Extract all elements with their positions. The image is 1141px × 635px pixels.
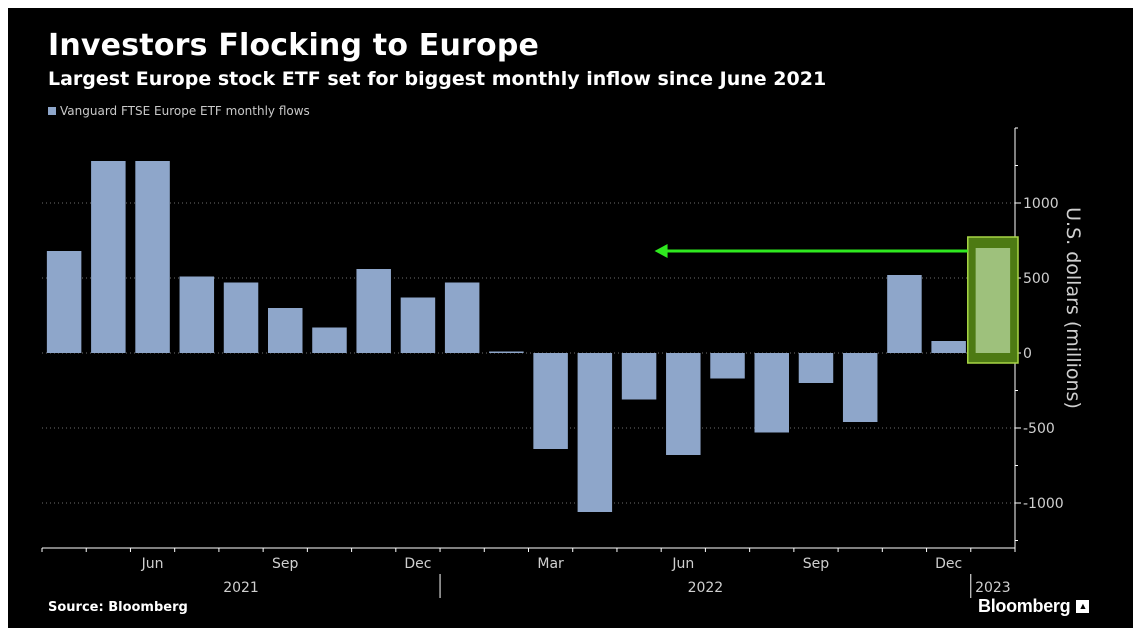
legend-label: Vanguard FTSE Europe ETF monthly flows (60, 104, 310, 118)
bar (621, 353, 657, 400)
x-tick-label: Sep (803, 556, 830, 572)
arrow-head (654, 244, 668, 258)
year-label: 2023 (975, 580, 1011, 596)
bar (46, 251, 82, 353)
legend-swatch (48, 107, 56, 115)
chart-legend: Vanguard FTSE Europe ETF monthly flows (48, 104, 310, 118)
x-tick-label: Jun (671, 556, 694, 572)
bar (754, 353, 789, 433)
year-label: 2022 (688, 580, 724, 596)
bar (931, 341, 966, 353)
bar-chart: 1000 500 0 -500 -1000 Jun Sep Dec Mar Jun Sep Dec 20… (41, 127, 1064, 598)
bar (975, 248, 1011, 353)
bar (135, 161, 170, 353)
bar (444, 282, 480, 353)
bar (223, 282, 259, 353)
y-axis-label: U.S. dollars (millions) (1062, 207, 1084, 409)
x-tick-label: Sep (272, 556, 299, 572)
bloomberg-terminal-icon: ▲ (1076, 600, 1090, 613)
y-tick-label: 500 (1023, 271, 1050, 287)
bar (666, 353, 701, 455)
bar (798, 353, 834, 383)
bar (887, 275, 922, 353)
bar (842, 353, 878, 422)
x-tick-label: Dec (404, 556, 431, 572)
x-tick-label: Mar (537, 556, 564, 572)
bar (356, 269, 391, 353)
x-tick-label: Dec (935, 556, 962, 572)
y-tick-label: 1000 (1023, 196, 1059, 212)
bar (489, 351, 524, 353)
source-note: Source: Bloomberg (48, 600, 188, 615)
bar (268, 308, 303, 353)
bar (312, 327, 347, 353)
bar (710, 353, 745, 379)
year-label: 2021 (223, 580, 259, 596)
y-tick-label: -500 (1023, 421, 1055, 437)
bar (533, 353, 568, 449)
chart-subtitle: Largest Europe stock ETF set for biggest… (48, 68, 827, 90)
y-axis-label-wrap: U.S. dollars (millions) (1043, 118, 1103, 498)
bar (400, 297, 436, 353)
bar (179, 276, 215, 353)
y-tick-label: 0 (1023, 346, 1032, 362)
chart-title: Investors Flocking to Europe (48, 28, 540, 63)
bloomberg-logo: Bloomberg ▲ (978, 596, 1090, 617)
bar (577, 353, 613, 512)
bar (91, 161, 126, 353)
brand-name: Bloomberg (978, 596, 1071, 616)
chart-frame: Investors Flocking to Europe Largest Eur… (8, 8, 1133, 628)
x-tick-label: Jun (141, 556, 164, 572)
y-tick-label: -1000 (1023, 496, 1064, 512)
